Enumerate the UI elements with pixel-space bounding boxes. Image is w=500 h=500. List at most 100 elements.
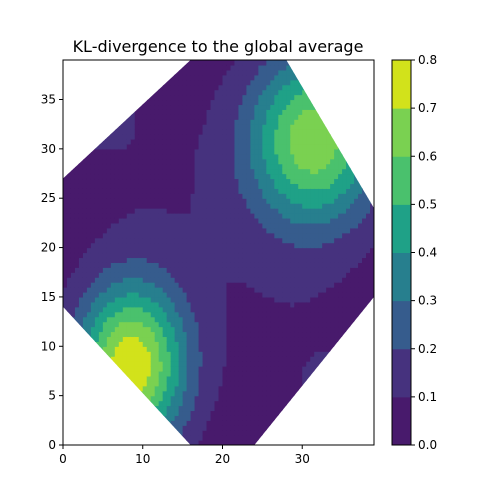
- contour-cell: [194, 64, 200, 71]
- contour-cell: [234, 252, 240, 259]
- contour-cell: [194, 208, 200, 214]
- contour-cell: [258, 69, 263, 76]
- contour-cell: [290, 163, 295, 170]
- contour-cell: [82, 370, 88, 377]
- contour-cell: [202, 356, 208, 362]
- contour-cell: [202, 203, 208, 209]
- contour-cell: [150, 287, 156, 293]
- contour-cell: [70, 301, 76, 308]
- contour-cell: [118, 375, 124, 382]
- contour-cell: [178, 410, 184, 416]
- contour-cell: [298, 291, 303, 298]
- contour-cell: [66, 60, 72, 66]
- contour-cell: [70, 124, 76, 130]
- contour-cell: [226, 227, 232, 234]
- contour-cell: [218, 153, 224, 160]
- contour-cell: [102, 400, 108, 407]
- contour-cell: [114, 415, 120, 421]
- contour-cell: [210, 257, 216, 263]
- contour-cell: [170, 287, 176, 293]
- contour-cell: [258, 193, 263, 199]
- contour-cell: [286, 89, 291, 96]
- contour-cell: [94, 336, 100, 342]
- contour-cell: [282, 84, 287, 91]
- contour-cell: [250, 227, 255, 234]
- contour-cell: [114, 385, 120, 392]
- contour-cell: [310, 60, 315, 66]
- contour-cell: [130, 257, 136, 263]
- contour-cell: [202, 84, 208, 91]
- contour-cell: [246, 346, 251, 352]
- contour-cell: [218, 237, 224, 244]
- contour-cell: [82, 331, 88, 338]
- contour-cell: [110, 99, 116, 106]
- contour-cell: [266, 109, 271, 115]
- contour-cell: [198, 395, 204, 402]
- contour-cell: [302, 237, 307, 244]
- contour-cell: [114, 301, 120, 308]
- contour-cell: [314, 129, 319, 135]
- contour-cell: [142, 69, 148, 76]
- contour-cell: [178, 380, 184, 387]
- contour-cell: [210, 301, 216, 308]
- contour-cell: [170, 158, 176, 165]
- contour-cell: [210, 425, 216, 431]
- contour-cell: [154, 267, 160, 273]
- contour-cell: [194, 277, 200, 283]
- contour-cell: [234, 134, 240, 140]
- contour-cell: [202, 183, 208, 189]
- contour-cell: [126, 296, 132, 303]
- contour-cell: [66, 64, 72, 71]
- contour-cell: [78, 405, 84, 412]
- contour-cell: [254, 346, 259, 352]
- contour-cell: [262, 232, 267, 239]
- contour-cell: [206, 168, 212, 175]
- contour-cell: [90, 74, 96, 81]
- contour-cell: [198, 138, 204, 145]
- contour-cell: [210, 114, 216, 120]
- contour-cell: [302, 208, 307, 214]
- contour-cell: [134, 134, 140, 140]
- contour-cell: [290, 272, 295, 278]
- contour-cell: [170, 64, 176, 71]
- contour-cell: [294, 262, 299, 268]
- contour-cell: [266, 114, 271, 120]
- contour-cell: [174, 203, 180, 209]
- contour-cell: [106, 183, 112, 189]
- contour-cell: [238, 124, 244, 130]
- contour-cell: [150, 217, 156, 224]
- contour-cell: [74, 316, 80, 323]
- contour-cell: [146, 237, 152, 244]
- contour-cell: [226, 198, 232, 204]
- contour-cell: [90, 420, 96, 426]
- contour-cell: [146, 321, 152, 328]
- contour-cell: [294, 370, 299, 377]
- contour-cell: [238, 60, 244, 66]
- contour-cell: [314, 395, 319, 402]
- contour-cell: [166, 134, 172, 140]
- contour-cell: [174, 375, 180, 382]
- contour-cell: [234, 380, 240, 387]
- contour-cell: [210, 74, 216, 81]
- contour-cell: [278, 356, 283, 362]
- contour-cell: [250, 400, 255, 407]
- contour-cell: [198, 60, 204, 66]
- contour-cell: [282, 138, 287, 145]
- contour-cell: [294, 252, 299, 259]
- contour-cell: [122, 247, 128, 254]
- contour-cell: [202, 208, 208, 214]
- contour-cell: [198, 94, 204, 101]
- contour-cell: [170, 375, 176, 382]
- contour-cell: [70, 222, 76, 229]
- contour-cell: [138, 282, 144, 288]
- contour-cell: [138, 188, 144, 194]
- contour-cell: [214, 410, 220, 416]
- contour-cell: [302, 60, 307, 66]
- contour-cell: [150, 104, 156, 110]
- contour-cell: [314, 74, 319, 81]
- contour-cell: [98, 168, 104, 175]
- contour-cell: [182, 425, 188, 431]
- contour-cell: [234, 124, 240, 130]
- contour-cell: [66, 74, 72, 81]
- contour-cell: [302, 227, 307, 234]
